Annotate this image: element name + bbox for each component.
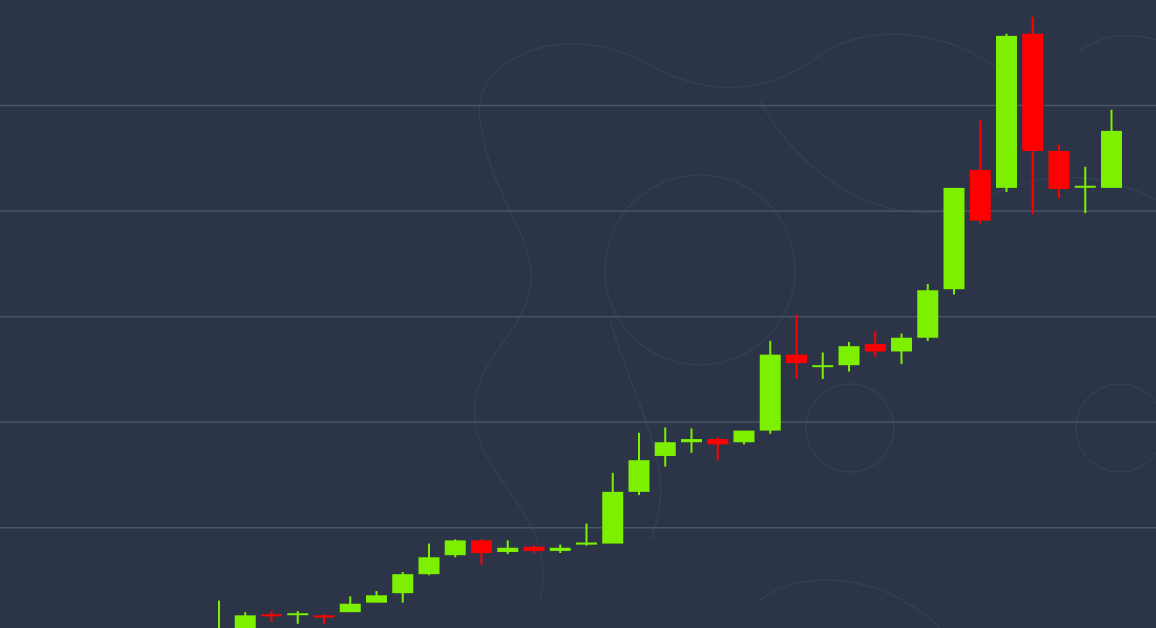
- candle-body: [681, 439, 702, 443]
- candle-7: [366, 591, 387, 603]
- candle-34: [1074, 166, 1096, 214]
- candle-13: [523, 545, 545, 554]
- candle-body: [1022, 33, 1044, 151]
- candle-body: [707, 439, 729, 445]
- candle-11: [471, 539, 492, 565]
- candle-body: [917, 290, 939, 338]
- candle-body: [602, 491, 624, 544]
- candles: [218, 16, 1122, 628]
- candle-body: [996, 35, 1017, 188]
- candle-18: [654, 427, 676, 467]
- candle-21: [733, 430, 755, 445]
- candle-16: [602, 472, 624, 544]
- candle-body: [497, 547, 519, 553]
- candle-body: [1048, 150, 1070, 189]
- candle-8: [392, 572, 414, 603]
- candle-body: [628, 460, 650, 492]
- candle-body: [654, 442, 676, 456]
- candle-3: [261, 611, 282, 622]
- candle-body: [339, 603, 361, 613]
- candle-14: [549, 544, 571, 554]
- candle-10: [444, 539, 466, 558]
- candle-body: [786, 354, 807, 364]
- candle-body: [287, 613, 309, 616]
- candle-30: [969, 120, 991, 224]
- candle-29: [943, 187, 965, 295]
- candle-body: [576, 542, 597, 545]
- candle-25: [838, 341, 860, 372]
- candle-body: [366, 595, 387, 603]
- candle-body: [891, 337, 912, 352]
- candle-body: [838, 346, 860, 366]
- candle-17: [628, 432, 650, 496]
- candle-20: [707, 436, 729, 461]
- candle-body: [523, 546, 545, 551]
- candle-body: [392, 574, 414, 594]
- candle-35: [1101, 109, 1122, 188]
- candle-2: [234, 612, 256, 628]
- candle-body: [549, 547, 571, 551]
- candle-body: [812, 365, 834, 368]
- candle-23: [786, 314, 807, 379]
- candle-27: [891, 333, 912, 365]
- background-pattern: [474, 33, 1156, 628]
- candle-4: [287, 611, 309, 624]
- candle-28: [917, 283, 939, 341]
- candle-body: [759, 354, 781, 431]
- candle-19: [681, 428, 702, 453]
- candle-body: [444, 540, 466, 556]
- candle-15: [576, 523, 597, 546]
- candle-22: [759, 340, 781, 434]
- candle-body: [1074, 185, 1096, 188]
- candle-12: [497, 540, 519, 555]
- candle-9: [418, 543, 440, 576]
- candle-26: [864, 331, 886, 357]
- candle-body: [261, 614, 282, 617]
- gridlines: [0, 104, 1156, 529]
- candle-body: [733, 430, 755, 443]
- candle-5: [313, 614, 335, 624]
- candle-24: [812, 352, 834, 379]
- candle-body: [864, 344, 886, 352]
- candle-body: [969, 169, 991, 221]
- candle-body: [418, 557, 440, 575]
- candle-body: [471, 540, 492, 554]
- candle-6: [339, 596, 361, 613]
- candle-body: [943, 187, 965, 290]
- candle-31: [996, 33, 1017, 193]
- candle-body: [234, 615, 256, 628]
- candle-body: [313, 615, 335, 618]
- candle-1: [218, 600, 220, 628]
- candle-33: [1048, 144, 1070, 199]
- candle-32: [1022, 16, 1044, 215]
- candle-body: [1101, 130, 1122, 188]
